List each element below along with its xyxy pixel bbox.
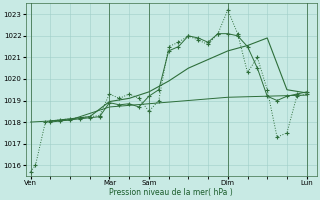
X-axis label: Pression niveau de la mer( hPa ): Pression niveau de la mer( hPa ): [109, 188, 233, 197]
